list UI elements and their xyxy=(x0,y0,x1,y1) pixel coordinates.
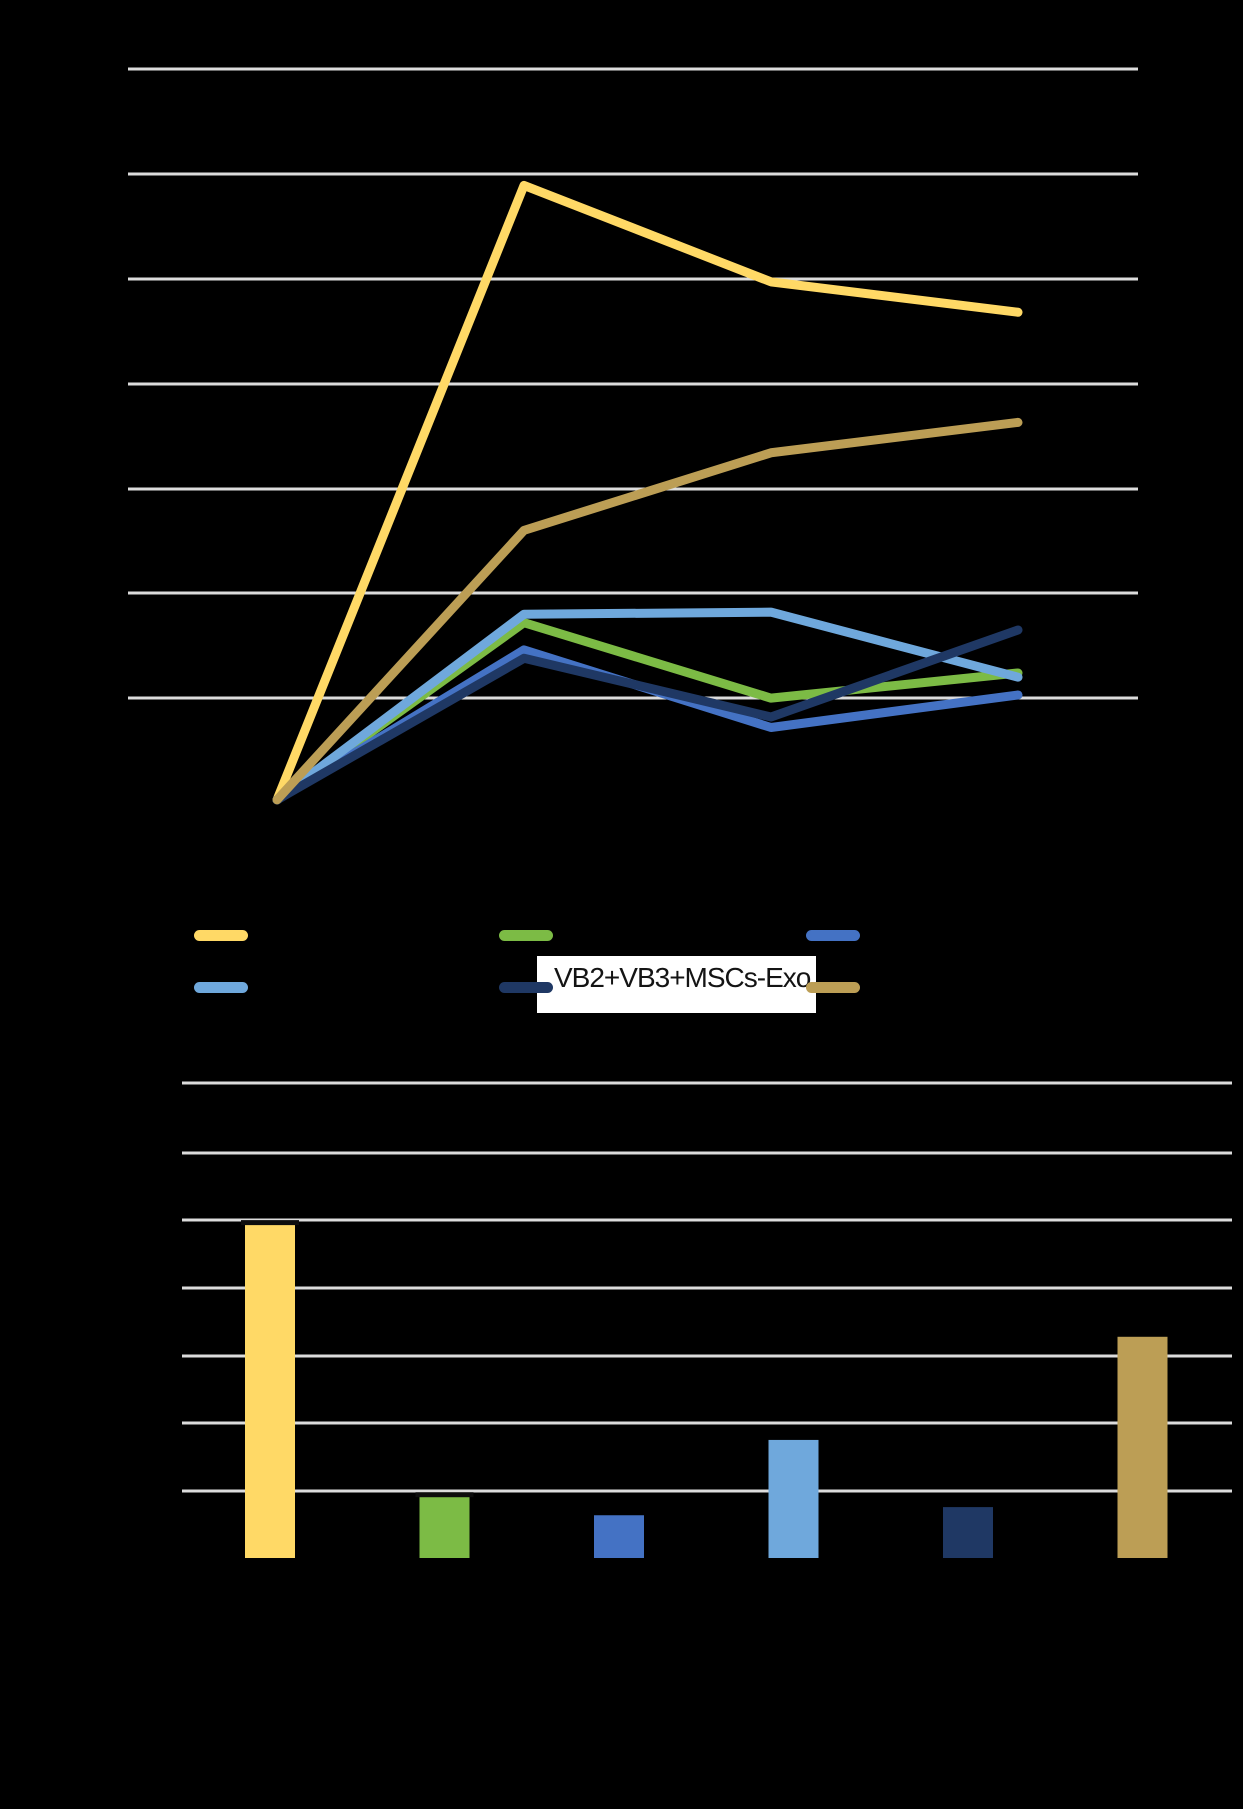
legend-swatch-royal-blue xyxy=(806,930,860,941)
bar-chart-gridlines xyxy=(182,1081,1232,1493)
error-bar-cap-green xyxy=(415,1492,474,1498)
line-series-light-blue xyxy=(272,607,1023,805)
bar-yellow xyxy=(245,1222,295,1558)
line-series-tan xyxy=(272,417,1023,805)
legend-swatch-green xyxy=(499,930,553,941)
bar-tan xyxy=(1117,1336,1168,1558)
line-chart-gridlines xyxy=(128,67,1138,700)
line-chart-series xyxy=(272,180,1023,805)
legend-swatch-light-blue xyxy=(194,982,248,993)
bar-green xyxy=(419,1494,470,1558)
bar-navy xyxy=(943,1507,993,1558)
bar-light-blue xyxy=(768,1439,819,1558)
error-bar-cap-yellow xyxy=(241,1220,299,1226)
legend-swatch-navy xyxy=(499,982,553,993)
line-series-yellow xyxy=(272,180,1023,805)
bar-royal-blue xyxy=(594,1515,644,1558)
legend-label-box: VB2+VB3+MSCs-Exo xyxy=(537,956,816,1013)
legend-swatch-yellow xyxy=(194,930,248,941)
line-series-navy xyxy=(272,625,1023,805)
legend-label-text: VB2+VB3+MSCs-Exo xyxy=(554,962,811,993)
bar-chart-bars xyxy=(241,1220,1168,1558)
legend-swatch-tan xyxy=(806,982,860,993)
